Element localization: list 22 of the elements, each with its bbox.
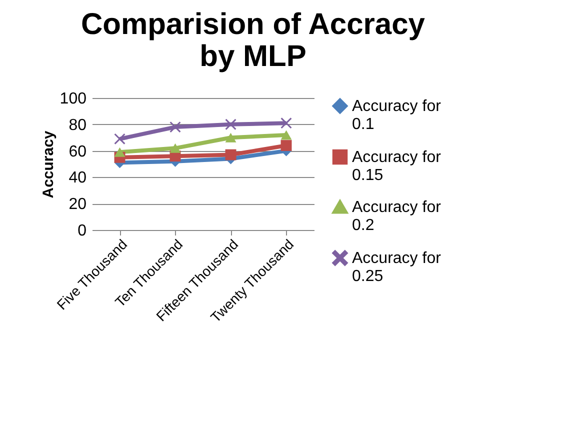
legend-label: Accuracy for 0.15 [352,149,442,184]
point [280,140,292,151]
legend-label: Accuracy for 0.2 [352,199,442,234]
y-tick-label: 40 [68,170,87,187]
point [280,118,292,129]
point [225,149,236,160]
y-tick-label: 60 [68,143,87,160]
y-tick-label: 80 [68,116,87,134]
legend-label: Accuracy for 0.25 [352,250,442,285]
chart-title: Comparision of Accracy by MLP [81,8,426,73]
point [114,147,126,157]
point [170,143,181,153]
point [114,133,126,144]
y-tick-label: 20 [68,196,87,214]
legend-label: Accuracy for 0.1 [352,98,442,133]
y-axis-title: Accuracy [40,130,57,198]
point [225,118,236,130]
point [170,122,181,133]
y-tick-label: 0 [78,222,87,240]
point [225,132,236,142]
point [280,130,292,140]
y-tick-label: 100 [60,90,87,108]
